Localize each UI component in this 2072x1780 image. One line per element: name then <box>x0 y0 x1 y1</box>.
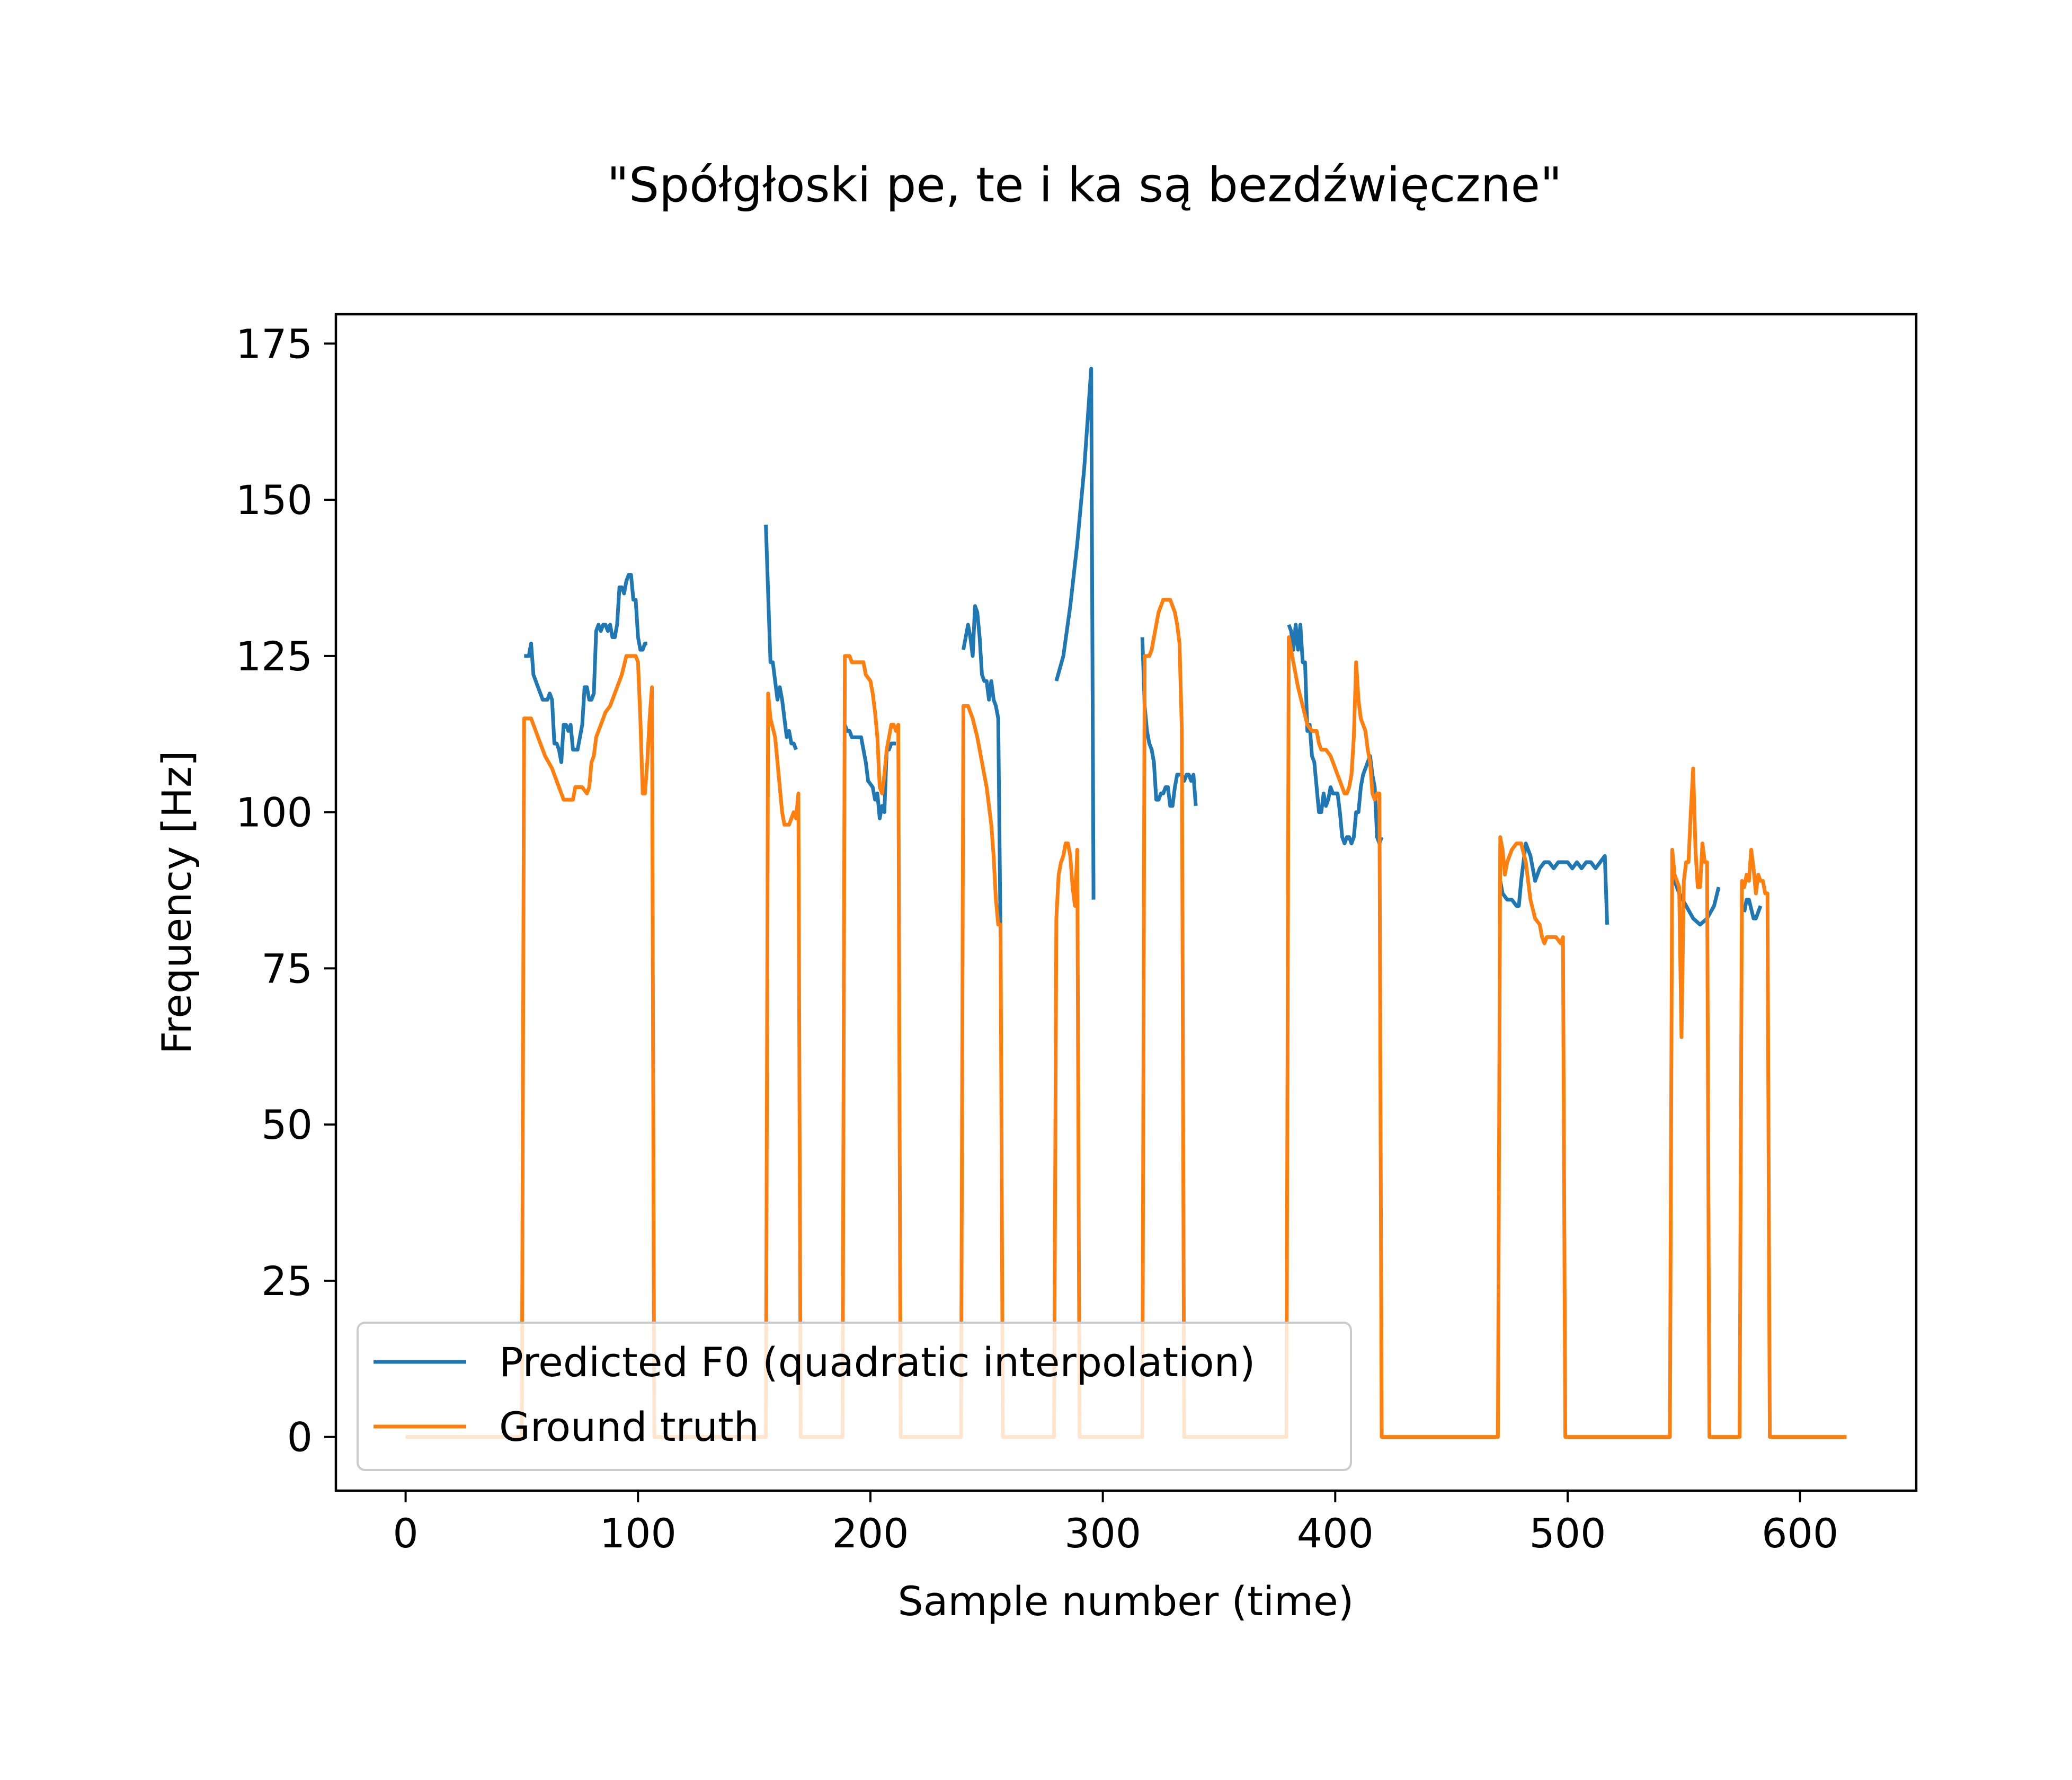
series-line-predicted <box>524 367 1763 937</box>
plot-area <box>334 313 1918 1492</box>
legend-box <box>357 1322 1352 1471</box>
ticks-layer: 0 100 200 300 400 500 600 0 25 50 75 100 125 150 175 <box>236 320 1838 1557</box>
y-tick-label: 50 <box>261 1101 313 1148</box>
series-line-ground-truth <box>405 598 1847 1439</box>
x-tick-label: 200 <box>832 1510 909 1557</box>
x-tick-label: 0 <box>393 1510 418 1557</box>
y-tick-label: 125 <box>236 633 313 680</box>
legend-label-predicted: Predicted F0 (quadratic interpolation) <box>499 1339 1255 1386</box>
x-tick-label: 100 <box>600 1510 677 1557</box>
y-tick-label: 175 <box>236 320 313 367</box>
y-tick-label: 100 <box>236 789 313 836</box>
y-tick-label: 75 <box>261 945 313 992</box>
x-tick-label: 600 <box>1762 1510 1838 1557</box>
chart-title: "Spółgłoski pe, te i ka są bezdźwięczne" <box>607 157 1562 213</box>
x-axis-label: Sample number (time) <box>898 1578 1354 1625</box>
y-axis-label: Frequency [Hz] <box>153 750 200 1054</box>
legend: Predicted F0 (quadratic interpolation) G… <box>357 1322 1352 1471</box>
y-tick-label: 0 <box>287 1414 313 1461</box>
y-tick-label: 25 <box>261 1257 313 1305</box>
x-tick-label: 500 <box>1529 1510 1606 1557</box>
x-tick-label: 400 <box>1297 1510 1374 1557</box>
y-tick-label: 150 <box>236 476 313 524</box>
legend-label-ground-truth: Ground truth <box>499 1403 759 1450</box>
series-layer <box>405 367 1847 1439</box>
x-tick-label: 300 <box>1064 1510 1141 1557</box>
